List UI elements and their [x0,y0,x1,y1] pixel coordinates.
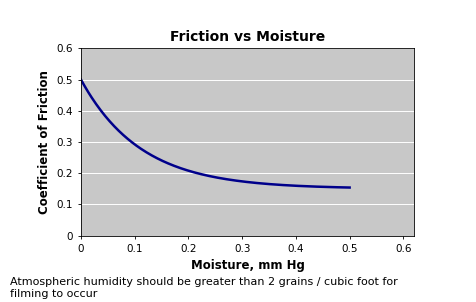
X-axis label: Moisture, mm Hg: Moisture, mm Hg [190,259,305,272]
Y-axis label: Coefficient of Friction: Coefficient of Friction [38,70,50,214]
Text: Atmospheric humidity should be greater than 2 grains / cubic foot for
filming to: Atmospheric humidity should be greater t… [10,277,397,299]
Title: Friction vs Moisture: Friction vs Moisture [170,31,325,44]
